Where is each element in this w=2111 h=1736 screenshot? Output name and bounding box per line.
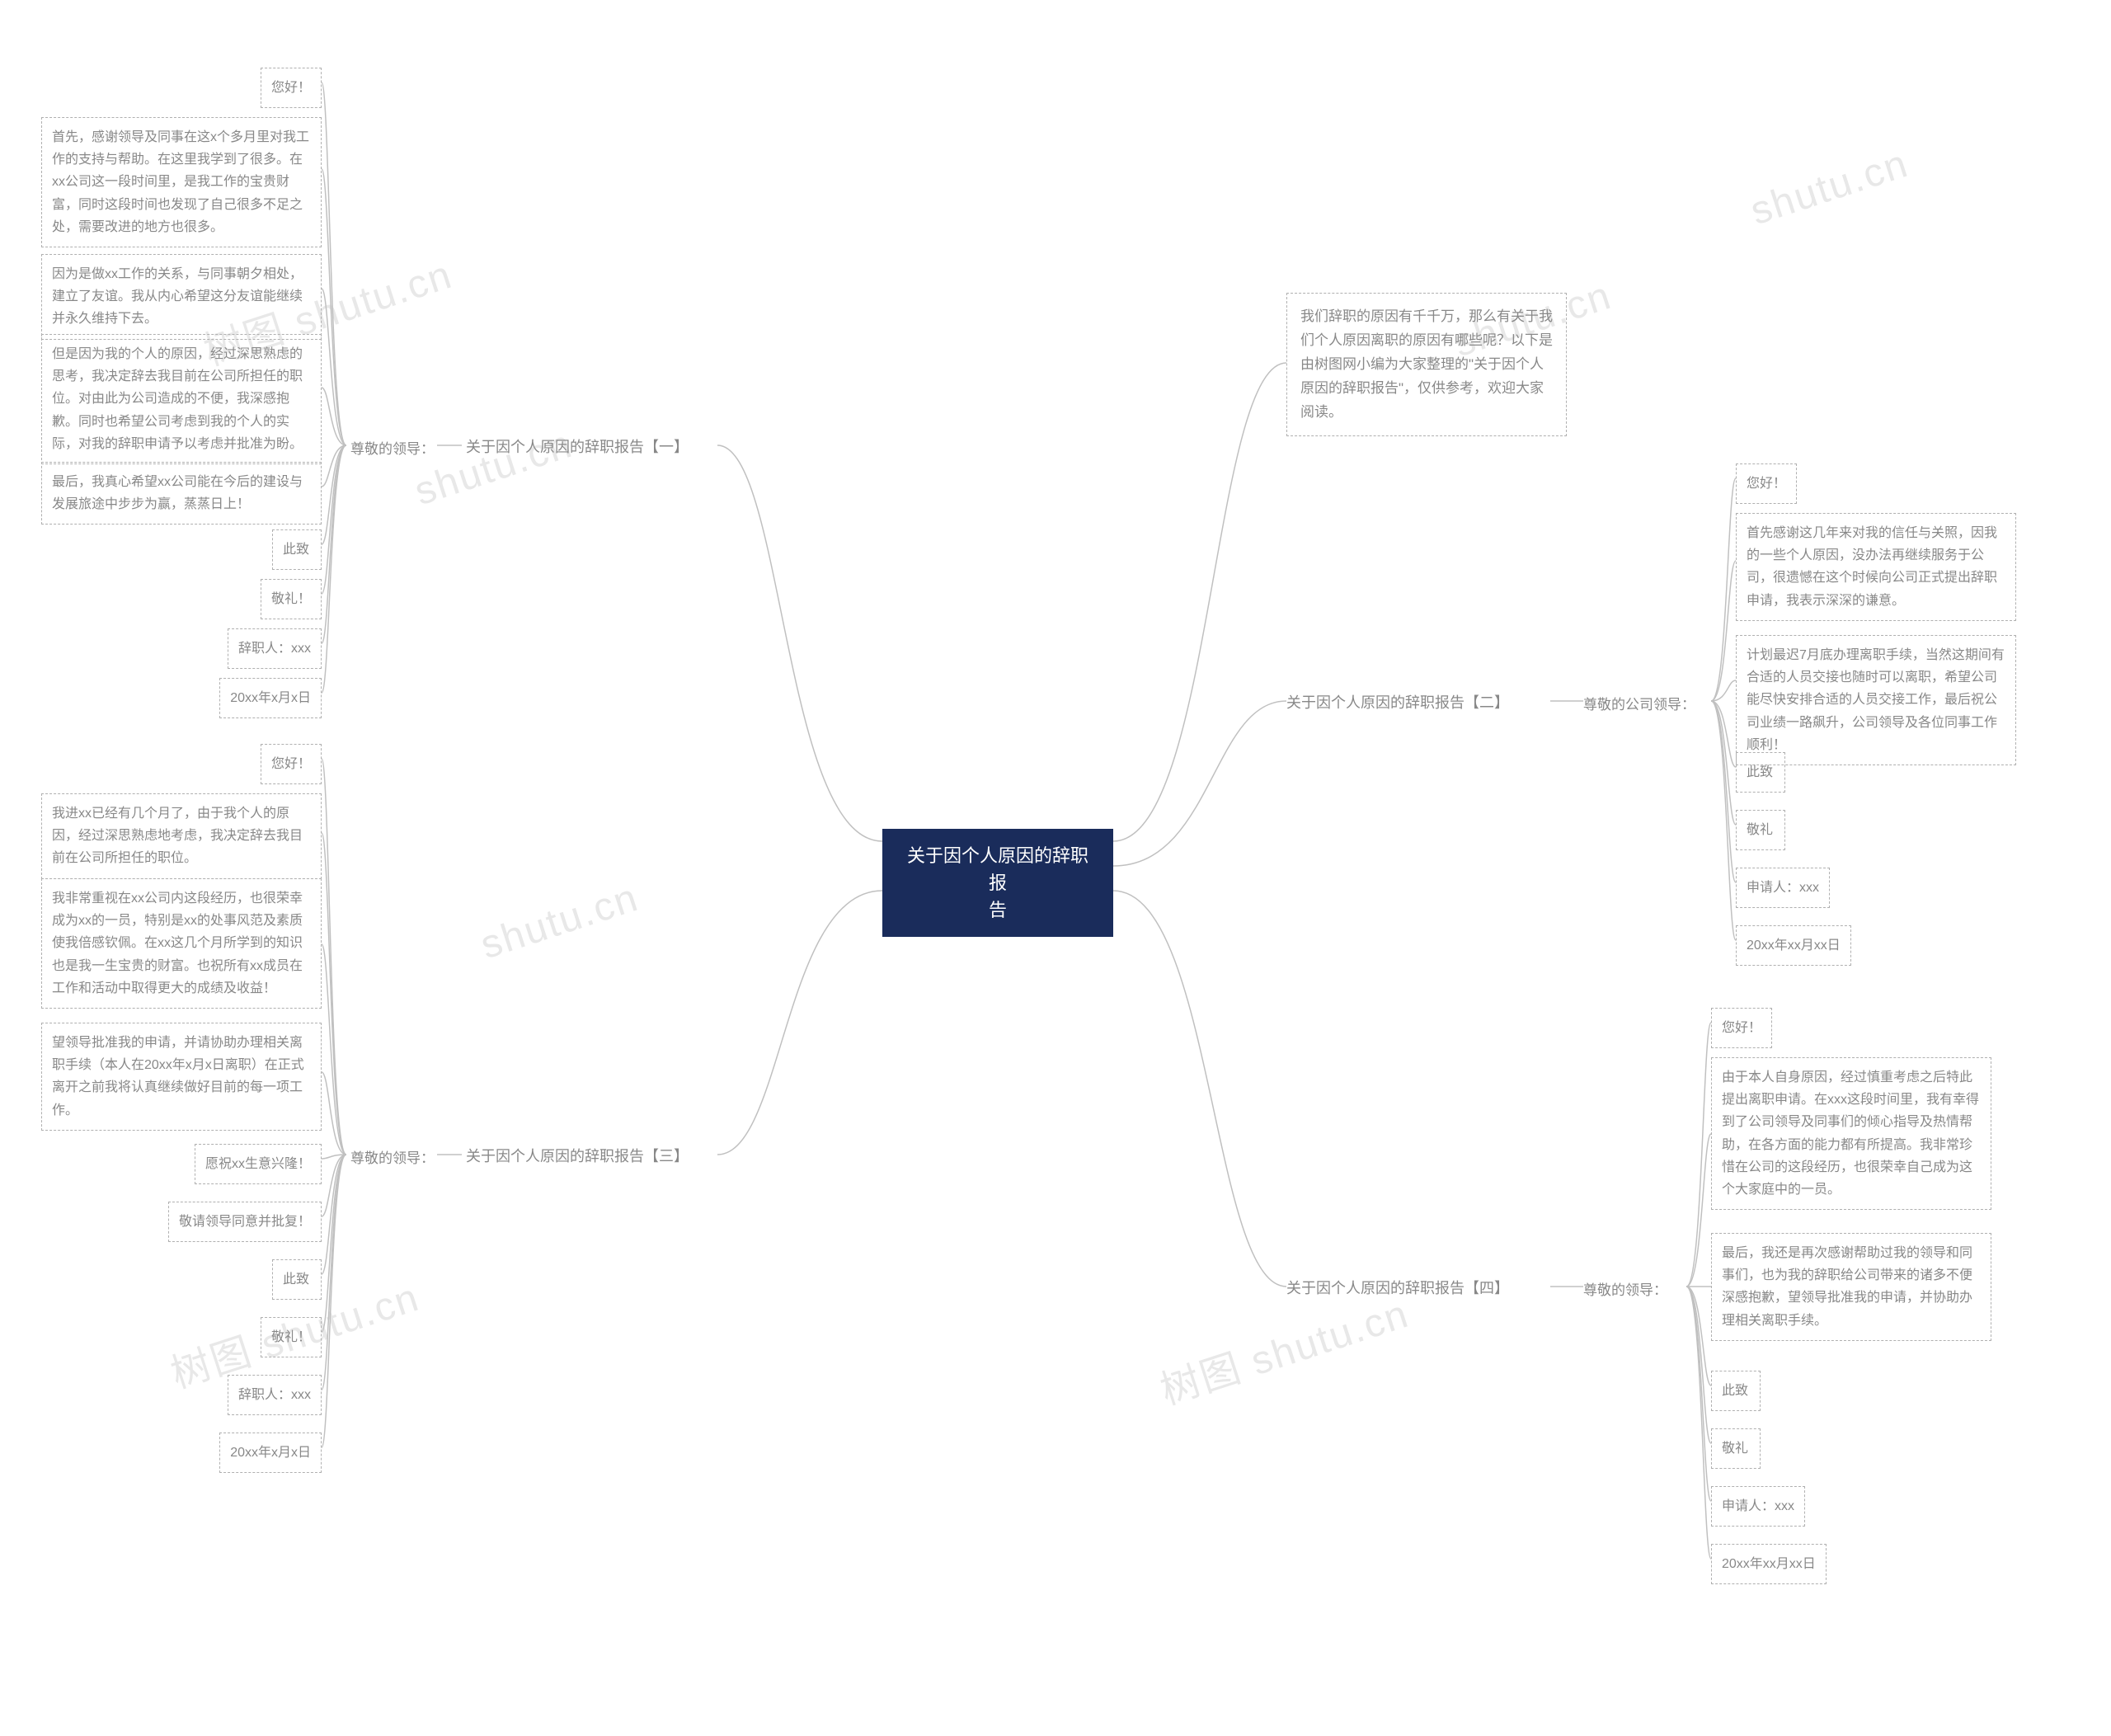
- leaf-r1-1: 首先，感谢领导及同事在这x个多月里对我工作的支持与帮助。在这里我学到了很多。在x…: [41, 117, 322, 247]
- leaf-r3-2: 我非常重视在xx公司内这段经历，也很荣幸成为xx的一员，特别是xx的处事风范及素…: [41, 878, 322, 1009]
- leaf-r3-4: 愿祝xx生意兴隆！: [195, 1144, 322, 1184]
- leaf-r2-6: 20xx年xx月xx日: [1736, 925, 1851, 966]
- greeting-r4: 尊敬的领导：: [1583, 1278, 1667, 1299]
- leaf-r3-7: 敬礼！: [261, 1317, 322, 1357]
- leaf-r4-6: 20xx年xx月xx日: [1711, 1544, 1827, 1584]
- leaf-r3-6: 此致: [272, 1259, 322, 1300]
- branch-r4: 关于因个人原因的辞职报告【四】: [1286, 1277, 1509, 1298]
- leaf-r4-5: 申请人：xxx: [1711, 1486, 1805, 1527]
- leaf-r1-7: 辞职人：xxx: [228, 628, 322, 669]
- leaf-r3-9: 20xx年x月x日: [219, 1433, 322, 1473]
- leaf-r4-1: 由于本人自身原因，经过慎重考虑之后特此提出离职申请。在xxx这段时间里，我有幸得…: [1711, 1057, 1991, 1210]
- leaf-r1-4: 最后，我真心希望xx公司能在今后的建设与发展旅途中步步为赢，蒸蒸日上！: [41, 462, 322, 525]
- leaf-r1-3: 但是因为我的个人的原因，经过深思熟虑的思考，我决定辞去我目前在公司所担任的职位。…: [41, 334, 322, 464]
- leaf-r1-8: 20xx年x月x日: [219, 678, 322, 718]
- leaf-r2-3: 此致: [1736, 752, 1785, 793]
- leaf-r4-4: 敬礼: [1711, 1428, 1761, 1469]
- branch-r2: 关于因个人原因的辞职报告【二】: [1286, 691, 1509, 713]
- leaf-r1-6: 敬礼！: [261, 579, 322, 619]
- leaf-r2-0: 您好！: [1736, 463, 1797, 504]
- greeting-r1: 尊敬的领导：: [350, 437, 435, 458]
- leaf-r2-4: 敬礼: [1736, 810, 1785, 850]
- mindmap-canvas: 树图 shutu.cn shutu.cn 树图 shutu.cn shutu.c…: [0, 0, 2111, 1736]
- leaf-r2-2: 计划最迟7月底办理离职手续，当然这期间有合适的人员交接也随时可以离职，希望公司能…: [1736, 635, 2016, 765]
- leaf-r2-5: 申请人：xxx: [1736, 868, 1830, 908]
- leaf-r3-0: 您好！: [261, 744, 322, 784]
- greeting-r3: 尊敬的领导：: [350, 1146, 435, 1167]
- watermark: 树图 shutu.cn: [1152, 1281, 1415, 1415]
- intro-node: 我们辞职的原因有千千万，那么有关于我们个人原因离职的原因有哪些呢？以下是由树图网…: [1286, 293, 1567, 436]
- branch-r3: 关于因个人原因的辞职报告【三】: [466, 1145, 689, 1166]
- leaf-r4-0: 您好！: [1711, 1008, 1772, 1048]
- leaf-r1-2: 因为是做xx工作的关系，与同事朝夕相处，建立了友谊。我从内心希望这分友谊能继续并…: [41, 254, 322, 340]
- watermark: shutu.cn: [1745, 141, 1914, 234]
- leaf-r4-2: 最后，我还是再次感谢帮助过我的领导和同事们，也为我的辞职给公司带来的诸多不便深感…: [1711, 1233, 1991, 1341]
- greeting-r2: 尊敬的公司领导：: [1583, 693, 1695, 713]
- branch-r1: 关于因个人原因的辞职报告【一】: [466, 435, 689, 457]
- leaf-r3-3: 望领导批准我的申请，并请协助办理相关离职手续（本人在20xx年x月x日离职）在正…: [41, 1023, 322, 1131]
- leaf-r4-3: 此致: [1711, 1371, 1761, 1411]
- leaf-r1-5: 此致: [272, 529, 322, 570]
- leaf-r2-1: 首先感谢这几年来对我的信任与关照，因我的一些个人原因，没办法再继续服务于公司，很…: [1736, 513, 2016, 621]
- leaf-r1-0: 您好！: [261, 68, 322, 108]
- watermark: shutu.cn: [475, 875, 644, 968]
- leaf-r3-5: 敬请领导同意并批复！: [168, 1202, 322, 1242]
- leaf-r3-8: 辞职人：xxx: [228, 1375, 322, 1415]
- center-node: 关于因个人原因的辞职报告: [882, 829, 1113, 937]
- leaf-r3-1: 我进xx已经有几个月了，由于我个人的原因，经过深思熟虑地考虑，我决定辞去我目前在…: [41, 793, 322, 879]
